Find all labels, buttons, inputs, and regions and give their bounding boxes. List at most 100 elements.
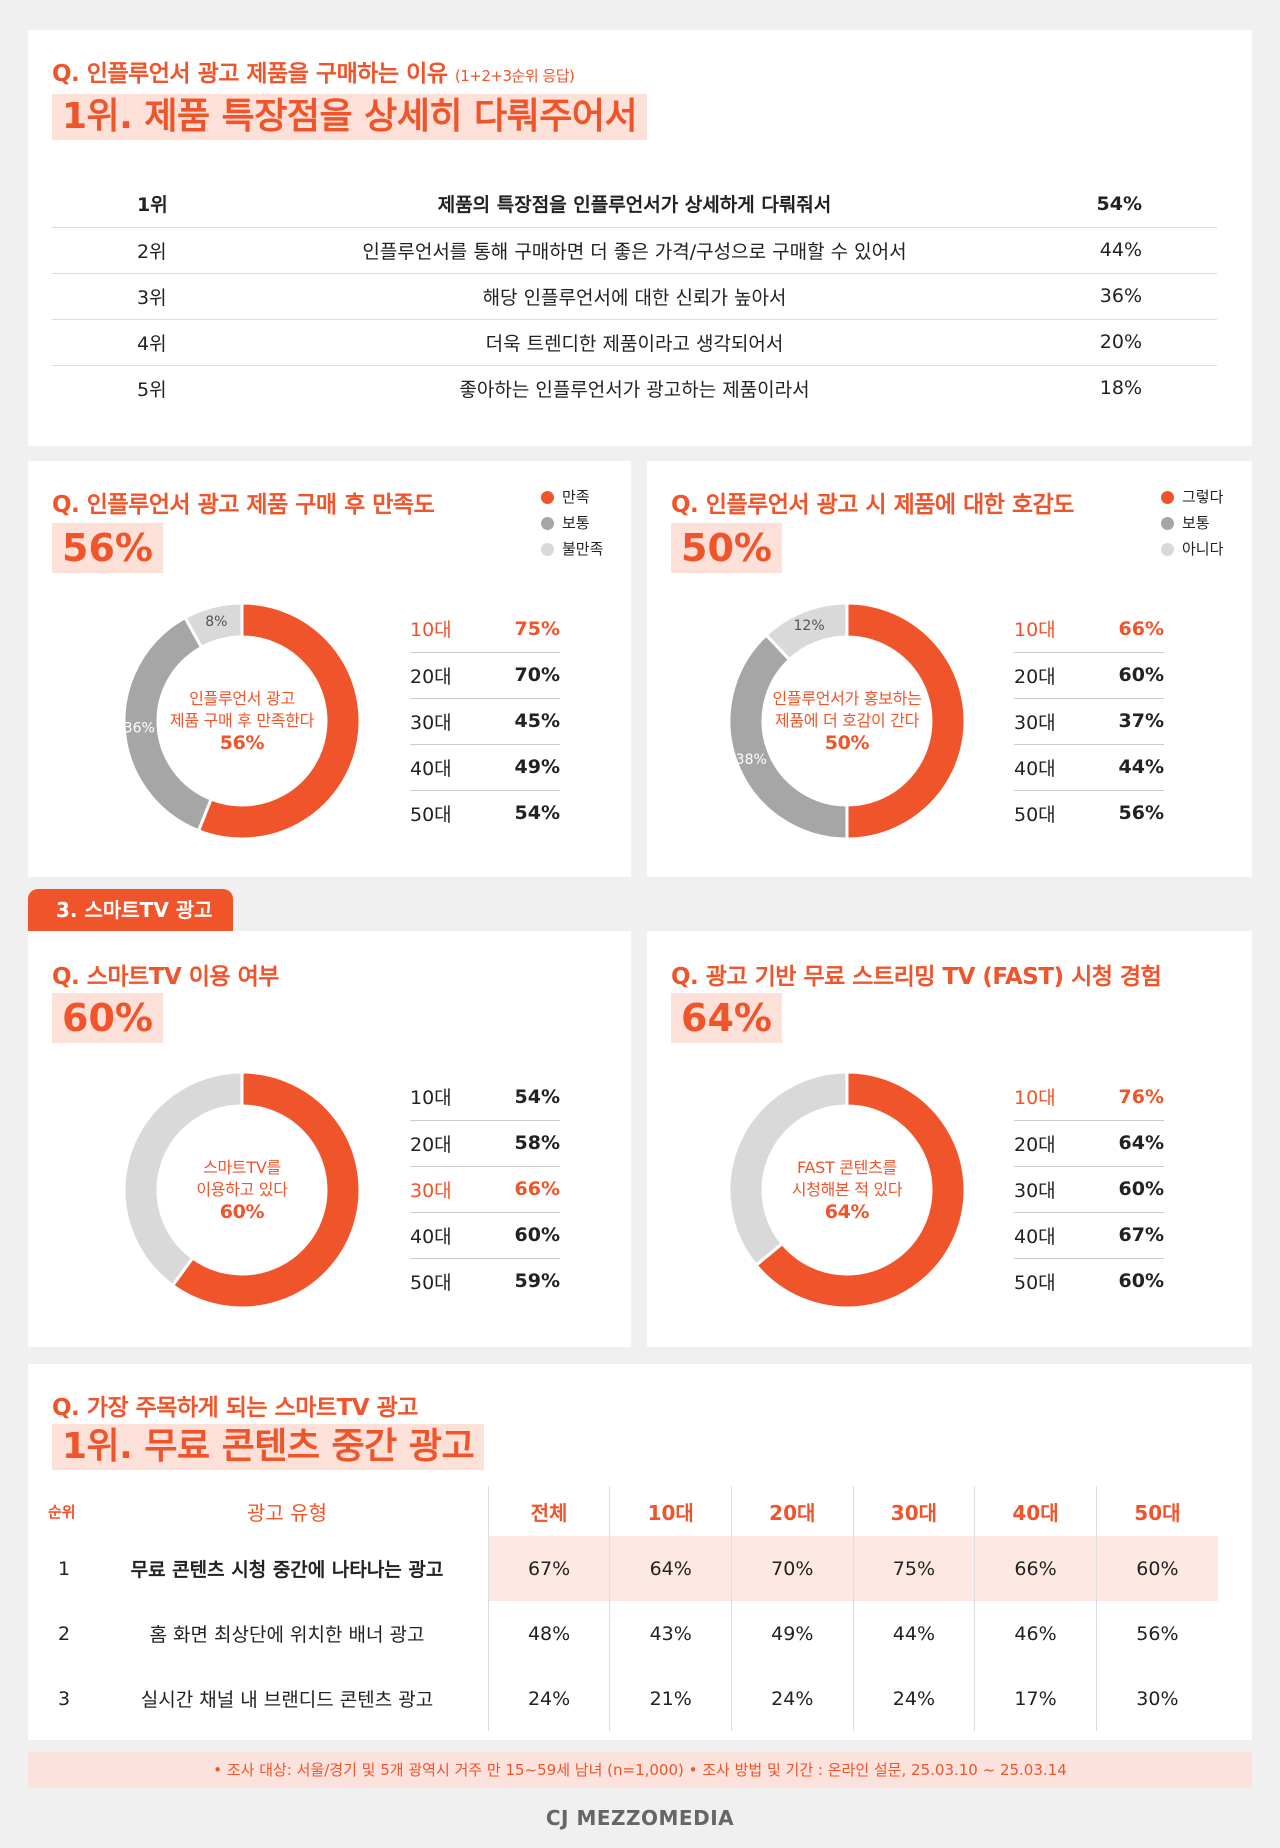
reason-text-cell: 제품의 특장점을 인플루언서가 상세하게 다뤄줘서 [252, 181, 1017, 228]
age-row: 20대 60% [1014, 652, 1164, 699]
reason-text-cell: 좋아하는 인플루언서가 광고하는 제품이라서 [459, 378, 810, 401]
age-row: 50대 60% [1014, 1258, 1164, 1304]
column-header: 전체 [487, 1486, 610, 1536]
age-value: 60% [1118, 1270, 1164, 1293]
percent-cell: 20% [1017, 319, 1217, 366]
donut-segment [122, 615, 214, 833]
donut-segment [183, 601, 244, 650]
age-label: 50대 [410, 803, 452, 826]
age-value: 60% [502, 1212, 560, 1259]
fast-card: Q. 광고 기반 무료 스트리밍 TV (FAST) 시청 경험 64% FAS… [647, 931, 1252, 1347]
value-cell: 30% [1095, 1666, 1218, 1731]
percent-cell: 18% [1099, 377, 1142, 400]
rank-cell: 5위 [137, 378, 167, 401]
percent-cell: 54% [1017, 181, 1217, 228]
age-row: 30대 37% [1014, 698, 1164, 745]
value-cell: 60% [1095, 1536, 1218, 1601]
age-label: 40대 [1014, 744, 1106, 791]
column-header: 50대 [1095, 1486, 1218, 1536]
reason-text-cell: 더욱 트렌디한 제품이라고 생각되어서 [252, 319, 1017, 366]
age-value: 66% [1106, 606, 1164, 653]
age-label: 10대 [1014, 1074, 1106, 1121]
column-header: 40대 [974, 1486, 1097, 1536]
age-label: 20대 [410, 652, 502, 699]
reason-text-cell: 인플루언서를 통해 구매하면 더 좋은 가격/구성으로 구매할 수 있어서 [252, 227, 1017, 274]
age-value: 54% [502, 1074, 560, 1121]
age-label: 10대 [1014, 606, 1106, 653]
satisfaction-question: Q. 인플루언서 광고 제품 구매 후 만족도 [52, 492, 435, 518]
column-header-type: 광고 유형 [247, 1500, 327, 1525]
table-row: 1 무료 콘텐츠 시청 중간에 나타나는 광고 67% 64% 70% 75% 66% 60% [38, 1536, 1218, 1601]
age-value: 49% [502, 744, 560, 791]
age-value: 66% [502, 1166, 560, 1213]
segment-data-label: 38% [736, 752, 767, 768]
favor-donut-svg: 38% 12% [727, 601, 967, 841]
fast-donut: FAST 콘텐츠를 시청해본 적 있다 64% [727, 1070, 967, 1310]
smarttv-big-percent: 60% [52, 993, 163, 1043]
rank-cell: 1위 [52, 181, 252, 228]
age-label: 40대 [410, 744, 502, 791]
age-label: 40대 [1014, 1212, 1106, 1259]
age-row: 10대 54% [410, 1074, 560, 1121]
legend-dot [1161, 490, 1174, 504]
survey-footnote: • 조사 대상: 서울/경기 및 5개 광역시 거주 만 15~59세 남녀 (… [28, 1752, 1252, 1788]
column-header: 20대 [730, 1486, 854, 1536]
percent-cell: 36% [1017, 273, 1217, 320]
satisfaction-donut: 36% 8% 인플루언서 광고 제품 구매 후 만족한다 56% [122, 601, 362, 841]
age-row: 50대 54% [410, 790, 560, 836]
table-row: 2위 인플루언서를 통해 구매하면 더 좋은 가격/구성으로 구매할 수 있어서 4… [52, 227, 1217, 274]
age-row: 30대 60% [1014, 1166, 1164, 1213]
legend-dot [1161, 516, 1174, 530]
age-row: 50대 56% [1014, 790, 1164, 836]
value-cell: 17% [974, 1666, 1097, 1731]
smarttv-donut-label: 스마트TV를 이용하고 있다 60% [196, 1158, 288, 1223]
segment-data-label: 36% [124, 720, 155, 736]
value-cell: 24% [730, 1666, 854, 1731]
table-row: 3위 해당 인플루언서에 대한 신뢰가 높아서 36% [52, 273, 1217, 320]
age-row: 40대 44% [1014, 744, 1164, 791]
satisfaction-age-table: 10대 75% 20대 70% 30대 45% 40대 49% 50대 54% [410, 606, 560, 836]
favor-big-percent: 50% [671, 523, 782, 573]
donut-segment [170, 1070, 362, 1310]
age-row: 40대 60% [410, 1212, 560, 1259]
legend-item-neutral: 보통 [541, 510, 603, 536]
smarttv-card: Q. 스마트TV 이용 여부 60% 스마트TV를 이용하고 있다 60% 10… [28, 931, 631, 1347]
age-label: 50대 [1014, 803, 1056, 826]
age-label: 30대 [410, 698, 502, 745]
age-row: 50대 59% [410, 1258, 560, 1304]
rank-cell: 4위 [52, 319, 252, 366]
smarttv-donut-svg [122, 1070, 362, 1310]
age-value: 45% [502, 698, 560, 745]
column-header-rank: 순위 [48, 1502, 76, 1521]
ad-type-cell: 홈 화면 최상단에 위치한 배너 광고 [149, 1624, 425, 1646]
table-row: 4위 더욱 트렌디한 제품이라고 생각되어서 20% [52, 319, 1217, 366]
age-label: 30대 [1014, 698, 1106, 745]
attention-table: 순위 광고 유형 전체 10대 20대 30대 40대 50대 1 무료 콘텐츠 시청 중간… [38, 1486, 1218, 1731]
legend-item-yes: 그렇다 [1161, 484, 1223, 510]
satisfaction-donut-label: 인플루언서 광고 제품 구매 후 만족한다 56% [169, 689, 315, 754]
age-row: 40대 67% [1014, 1212, 1164, 1259]
table-row: 3 실시간 채널 내 브랜디드 콘텐츠 광고 24% 21% 24% 24% 17% 30% [38, 1666, 1218, 1731]
rank-cell: 3 [58, 1687, 71, 1710]
value-cell: 64% [609, 1536, 732, 1601]
attention-headline: 1위. 무료 콘텐츠 중간 광고 [52, 1424, 485, 1470]
age-row: 20대 70% [410, 652, 560, 699]
age-value: 60% [1106, 1166, 1164, 1213]
percent-cell: 44% [1017, 227, 1217, 274]
age-value: 44% [1106, 744, 1164, 791]
donut-segment [727, 1070, 849, 1268]
fast-question: Q. 광고 기반 무료 스트리밍 TV (FAST) 시청 경험 [671, 964, 1162, 990]
fast-donut-label: FAST 콘텐츠를 시청해본 적 있다 64% [791, 1158, 903, 1223]
value-cell: 66% [974, 1536, 1097, 1601]
legend-dot [541, 542, 554, 556]
section-tab-smarttv: 3. 스마트TV 광고 [28, 889, 233, 931]
company-logo: CJ MEZZOMEDIA [545, 1806, 735, 1830]
age-value: 58% [502, 1120, 560, 1167]
age-value: 67% [1106, 1212, 1164, 1259]
legend-item-no: 아니다 [1161, 536, 1223, 562]
rank-cell: 3위 [52, 273, 252, 320]
age-row: 30대 45% [410, 698, 560, 745]
donut-segment [764, 601, 849, 662]
value-cell: 70% [730, 1536, 854, 1601]
favor-legend: 그렇다 보통 아니다 [1161, 484, 1223, 562]
